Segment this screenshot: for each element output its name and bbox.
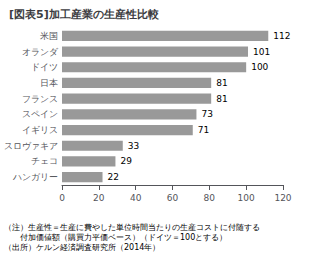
svg-text:29: 29 xyxy=(120,156,132,166)
svg-text:チェコ: チェコ xyxy=(31,156,58,166)
svg-text:22: 22 xyxy=(108,172,119,182)
svg-text:81: 81 xyxy=(216,94,227,104)
svg-text:付加価値額（購買力平価ベース）（ドイツ＝100とする）: 付加価値額（購買力平価ベース）（ドイツ＝100とする） xyxy=(4,233,227,242)
svg-text:20: 20 xyxy=(93,193,105,203)
svg-text:（出所）ケルン経済調査研究所（2014年）: （出所）ケルン経済調査研究所（2014年） xyxy=(4,243,160,252)
svg-text:101: 101 xyxy=(253,47,270,57)
svg-text:40: 40 xyxy=(130,193,142,203)
svg-text:ドイツ: ドイツ xyxy=(31,62,58,72)
svg-text:米国: 米国 xyxy=(40,31,58,41)
svg-text:60: 60 xyxy=(167,193,179,203)
svg-text:スペイン: スペイン xyxy=(22,109,58,119)
svg-text:スロヴァキア: スロヴァキア xyxy=(4,141,58,151)
svg-text:80: 80 xyxy=(204,193,216,203)
svg-text:フランス: フランス xyxy=(22,94,58,104)
svg-text:[図表5]加工産業の生産性比較: [図表5]加工産業の生産性比較 xyxy=(9,8,160,21)
svg-text:112: 112 xyxy=(273,31,290,41)
svg-text:33: 33 xyxy=(128,141,139,151)
svg-text:81: 81 xyxy=(216,78,227,88)
svg-text:120: 120 xyxy=(274,193,291,203)
svg-text:ハンガリー: ハンガリー xyxy=(12,172,58,182)
svg-text:73: 73 xyxy=(201,109,212,119)
svg-text:イギリス: イギリス xyxy=(22,125,58,135)
svg-text:0: 0 xyxy=(59,193,65,203)
svg-text:日本: 日本 xyxy=(40,78,58,88)
svg-text:71: 71 xyxy=(198,125,209,135)
svg-text:（注）生産性＝生産に費やした単位時間当たりの生産コストに付随: （注）生産性＝生産に費やした単位時間当たりの生産コストに付随する xyxy=(4,223,260,232)
svg-text:100: 100 xyxy=(251,62,268,72)
svg-text:100: 100 xyxy=(238,193,255,203)
svg-text:オランダ: オランダ xyxy=(22,47,59,57)
